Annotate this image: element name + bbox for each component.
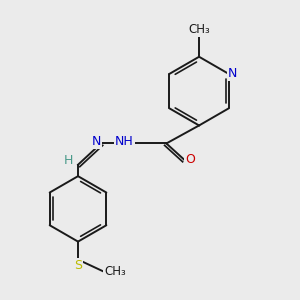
Text: O: O: [185, 153, 195, 166]
Text: S: S: [74, 259, 82, 272]
Text: N: N: [91, 135, 101, 148]
Text: NH: NH: [115, 135, 134, 148]
Text: H: H: [64, 154, 74, 167]
Text: CH₃: CH₃: [104, 265, 126, 278]
Text: CH₃: CH₃: [188, 23, 210, 36]
Text: N: N: [228, 68, 237, 80]
